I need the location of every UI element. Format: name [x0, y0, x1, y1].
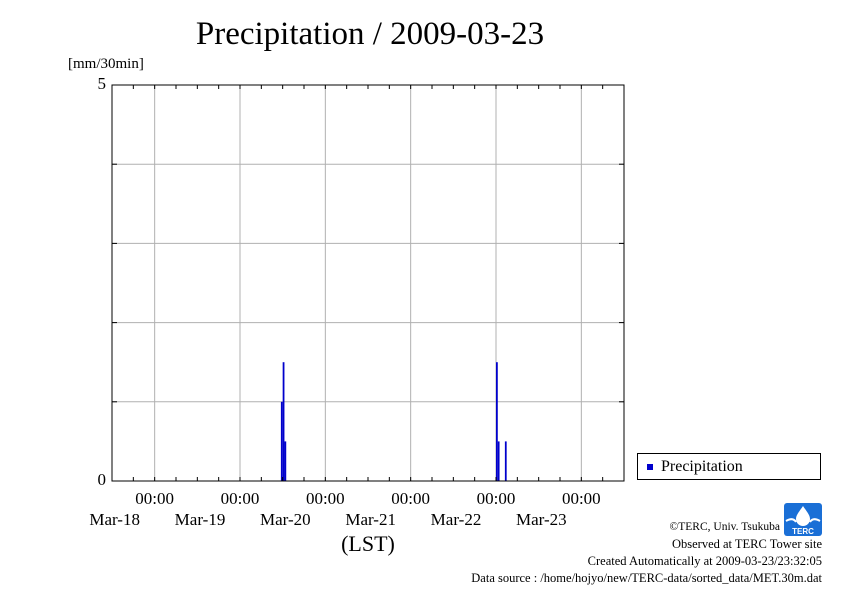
legend-label: Precipitation	[661, 457, 743, 475]
terc-logo-icon: TERC	[784, 503, 822, 536]
created-timestamp-text: Created Automatically at 2009-03-23/23:3…	[587, 554, 822, 568]
precipitation-bar	[280, 401, 283, 481]
chart-title: Precipitation / 2009-03-23	[195, 16, 545, 52]
x-tick-time-label: 00:00	[220, 489, 260, 508]
precipitation-bar	[284, 441, 287, 481]
x-tick-date-label: Mar-21	[345, 510, 396, 529]
legend-swatch	[647, 463, 653, 470]
plot-frame	[111, 84, 625, 482]
legend: Precipitation	[637, 453, 821, 480]
x-tick-date-label: Mar-19	[174, 510, 226, 529]
x-tick-date-label: Mar-20	[260, 510, 311, 529]
x-tick-date-label: Mar-23	[516, 510, 567, 529]
x-tick-date-label: Mar-18	[89, 510, 140, 529]
x-tick-date-label: Mar-22	[430, 510, 482, 529]
x-tick-time-label: 00:00	[561, 489, 601, 508]
precipitation-bar	[496, 362, 498, 481]
observation-site-text: Observed at TERC Tower site	[671, 537, 822, 551]
precipitation-bar	[497, 441, 500, 481]
y-axis-unit-label: [mm/30min]	[68, 56, 144, 72]
x-tick-time-label: 00:00	[391, 489, 431, 508]
x-tick-time-label: 00:00	[305, 489, 345, 508]
y-tick-label: 0	[97, 470, 107, 489]
logo-text: TERC	[792, 527, 814, 536]
x-tick-time-label: 00:00	[476, 489, 516, 508]
data-source-text: Data source : /home/hojyo/new/TERC-data/…	[471, 571, 822, 585]
x-axis-label: (LST)	[341, 531, 395, 556]
precipitation-bar	[282, 362, 285, 481]
precipitation-bar	[504, 441, 507, 481]
x-tick-time-label: 00:00	[135, 489, 175, 508]
y-tick-label: 5	[97, 74, 107, 93]
copyright-text: ©TERC, Univ. Tsukuba	[669, 521, 780, 533]
